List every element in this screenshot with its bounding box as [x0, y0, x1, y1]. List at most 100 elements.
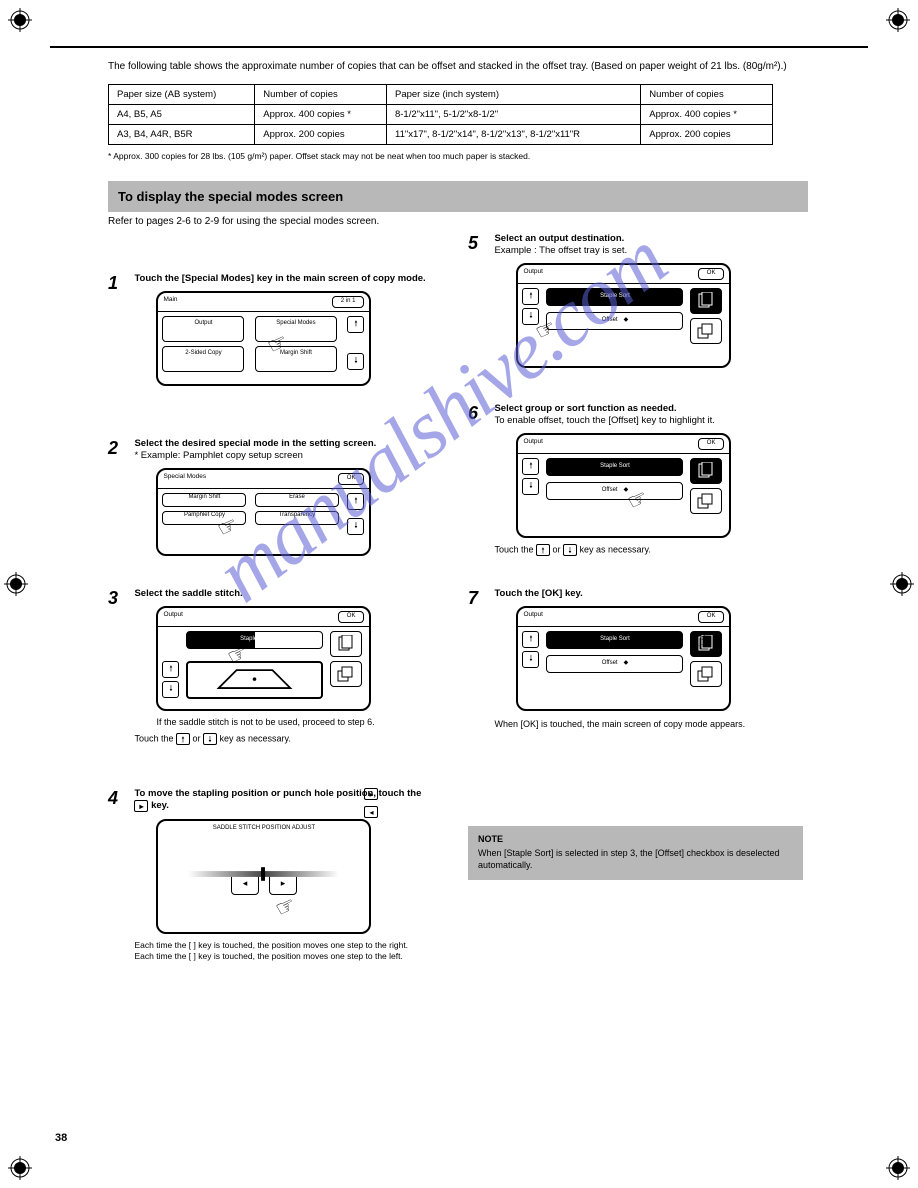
hdr-l: Special Modes: [163, 473, 206, 485]
r0c1: Approx. 400 copies *: [255, 104, 387, 124]
slider-title: SADDLE STITCH POSITION ADJUST: [158, 821, 369, 833]
r1c3: Approx. 200 copies: [641, 124, 773, 144]
staple-sort-bar[interactable]: Staple Sort: [546, 288, 683, 306]
hdr-btn[interactable]: 2 in 1: [332, 296, 365, 308]
col-1: Number of copies: [255, 84, 387, 104]
step4-body: Each time the [ ] key is touched, the po…: [134, 940, 434, 962]
step4-legend: ▸ ◂: [364, 788, 464, 824]
step-num: 1: [108, 273, 130, 294]
section-subtitle: Refer to pages 2-6 to 2-9 for using the …: [108, 216, 808, 227]
arrow-down[interactable]: 🠗: [522, 478, 539, 495]
step-num: 4: [108, 788, 130, 809]
arrow-down[interactable]: 🠗: [522, 651, 539, 668]
step3-note: If the saddle stitch is not to be used, …: [156, 717, 434, 729]
btn-margin-shift[interactable]: Margin Shift: [162, 493, 246, 507]
r0c3: Approx. 400 copies *: [641, 104, 773, 124]
right-arrow-icon: ▸: [134, 800, 148, 812]
page-number: 38: [55, 1132, 67, 1144]
ok-button[interactable]: OK: [338, 611, 365, 623]
step-2: 2 Select the desired special mode in the…: [108, 438, 443, 557]
note-container: NOTE When [Staple Sort] is selected in s…: [468, 818, 803, 880]
hdr-l: Output: [523, 438, 543, 450]
ok-button[interactable]: OK: [338, 473, 365, 485]
step-7: 7 Touch the [OK] key. Output OK 🠕 🠗: [468, 588, 803, 731]
up-arrow-icon: 🠕: [536, 544, 550, 556]
crop-mark-ml: [4, 572, 28, 596]
staple-icon[interactable]: [330, 631, 362, 657]
panel-os-d: Output OK 🠕 🠗 Staple Sort Offset◆: [516, 606, 731, 711]
step-note: Example : The offset tray is set.: [494, 245, 627, 256]
r1c2: 11"x17", 8-1/2"x14", 8-1/2"x13", 8-1/2"x…: [386, 124, 640, 144]
staple-sort-bar[interactable]: Staple Sort: [546, 458, 683, 476]
ok-button[interactable]: OK: [698, 268, 725, 280]
down-arrow-icon: 🠗: [563, 544, 577, 556]
arrow-down[interactable]: 🠗: [347, 353, 364, 370]
arrow-up[interactable]: 🠕: [522, 288, 539, 305]
step-title: Select an output destination.: [494, 233, 624, 244]
panel-pamphlet: Special Modes OK Margin Shift Pamphlet C…: [156, 468, 371, 556]
arrow-up[interactable]: 🠕: [347, 493, 364, 510]
arrow-up[interactable]: 🠕: [522, 458, 539, 475]
section-heading: To display the special modes screen: [108, 181, 808, 212]
btn-transparency[interactable]: Transparency: [255, 511, 339, 525]
btn-erase[interactable]: Erase: [255, 493, 339, 507]
step-5: 5 Select an output destination. Example …: [468, 233, 803, 369]
offset-bar[interactable]: Offset◆: [546, 482, 683, 500]
ok-button[interactable]: OK: [698, 611, 725, 623]
panel-special-modes: Main 2 in 1 Output 2-Sided Copy Special …: [156, 291, 371, 386]
paper-table: Paper size (AB system) Number of copies …: [108, 84, 773, 145]
crop-mark-tr: [886, 8, 910, 32]
tray-open-icon: [186, 661, 323, 699]
r0c2: 8-1/2"x11", 5-1/2"x8-1/2": [386, 104, 640, 124]
btn-2sided[interactable]: 2-Sided Copy: [162, 346, 244, 372]
arrow-up[interactable]: 🠕: [162, 661, 179, 678]
staple-sort-bar[interactable]: Staple Sort: [186, 631, 323, 649]
up-arrow-icon: 🠕: [176, 733, 190, 745]
intro-text: The following table shows the approximat…: [108, 60, 808, 74]
arrow-down[interactable]: 🠗: [347, 518, 364, 535]
ok-button[interactable]: OK: [698, 438, 725, 450]
btn-margin[interactable]: Margin Shift: [255, 346, 337, 372]
note-text: When [Staple Sort] is selected in step 3…: [478, 848, 793, 871]
arrow-down[interactable]: 🠗: [162, 681, 179, 698]
btn-output[interactable]: Output: [162, 316, 244, 342]
offset-bar[interactable]: Offset◆: [546, 312, 683, 330]
col-2: Paper size (inch system): [386, 84, 640, 104]
r0c0: A4, B5, A5: [109, 104, 255, 124]
panel-slider: SADDLE STITCH POSITION ADJUST ◂ ▸ ☞: [156, 819, 371, 934]
step-4: 4 To move the stapling position or punch…: [108, 788, 443, 962]
step-num: 2: [108, 438, 130, 459]
step-num: 3: [108, 588, 130, 609]
arrow-up[interactable]: 🠕: [347, 316, 364, 333]
offset-bar[interactable]: Offset◆: [546, 655, 683, 673]
right-arrow-icon: ▸: [364, 788, 378, 800]
offset-icon[interactable]: [330, 661, 362, 687]
staple-sort-bar[interactable]: Staple Sort: [546, 631, 683, 649]
step-3: 3 Select the saddle stitch. Output OK St…: [108, 588, 443, 745]
r1c0: A3, B4, A4R, B5R: [109, 124, 255, 144]
arrow-up[interactable]: 🠕: [522, 631, 539, 648]
step-num: 5: [468, 233, 490, 254]
step6-tail: Touch the 🠕 or 🠗 key as necessary.: [494, 544, 794, 556]
slider-track: [188, 867, 339, 877]
down-arrow-icon: 🠗: [203, 733, 217, 745]
offset-icon[interactable]: [690, 318, 722, 344]
panel-os-c: Output OK 🠕 🠗 Staple Sort Offset◆: [516, 433, 731, 538]
step-1: 1 Touch the [Special Modes] key in the m…: [108, 273, 443, 386]
note-title: NOTE: [478, 834, 793, 846]
hdr-l: Output: [523, 268, 543, 280]
panel-os-b: Output OK 🠕 🠗 Staple Sort Offset◆: [516, 263, 731, 368]
col-3: Number of copies: [641, 84, 773, 104]
step-title: Touch the [Special Modes] key in the mai…: [134, 273, 425, 284]
r1c1: Approx. 200 copies: [255, 124, 387, 144]
step-title: Select the saddle stitch.: [134, 588, 242, 599]
step-title: Select the desired special mode in the s…: [134, 438, 376, 449]
hdr-l: Output: [163, 611, 183, 623]
staple-icon[interactable]: [690, 458, 722, 484]
left-arrow-icon: ◂: [364, 806, 378, 818]
hdr-l: Output: [523, 611, 543, 623]
offset-icon[interactable]: [690, 488, 722, 514]
staple-icon[interactable]: [690, 288, 722, 314]
step-title: Select group or sort function as needed.: [494, 403, 676, 414]
offset-icon[interactable]: [690, 661, 722, 687]
